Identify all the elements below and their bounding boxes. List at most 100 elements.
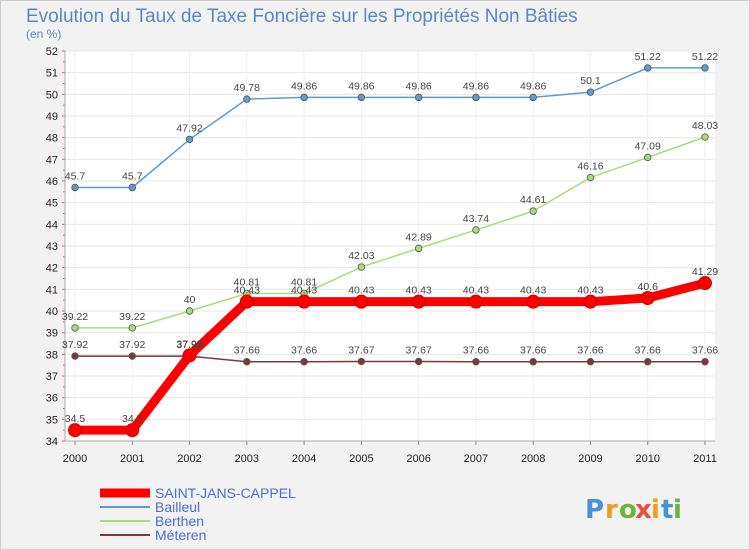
data-point [411,294,426,309]
data-point [586,173,595,182]
x-tick-label: 2000 [63,453,87,465]
data-label: 40.43 [234,285,260,297]
y-tick-label: 41 [46,284,58,296]
data-point [125,423,140,438]
data-label: 34.5 [122,413,143,425]
data-label: 51.22 [635,51,661,63]
data-label: 40.43 [291,285,317,297]
data-label: 49.86 [348,80,374,92]
series-main [68,276,712,438]
y-tick-label: 39 [46,328,58,340]
data-point [586,358,595,366]
data-point [354,294,369,309]
series-1 [71,64,709,192]
x-tick-label: 2005 [349,453,373,465]
data-label: 49.78 [234,82,260,94]
data-point [243,95,251,103]
data-label: 37.66 [692,345,718,357]
data-point [529,93,537,102]
data-label: 47.92 [176,122,202,134]
y-tick-label: 52 [46,46,58,58]
y-tick-label: 38 [46,349,58,361]
data-label: 40.43 [348,285,374,297]
data-label: 49.86 [405,80,431,92]
data-point [701,64,709,72]
data-point [414,93,423,102]
data-point [243,358,251,366]
data-point [526,294,541,309]
data-point [644,64,652,72]
y-tick-label: 51 [46,68,58,80]
data-point [71,183,79,192]
data-label: 40.81 [234,276,260,288]
data-point [128,324,136,332]
brand-letter: i [651,495,660,525]
x-tick-label: 2007 [464,453,488,465]
gridlines [65,50,715,442]
data-point [185,135,194,144]
data-point [128,183,136,192]
data-label: 46.16 [577,161,603,173]
data-point [357,93,366,102]
data-label: 41.29 [692,266,718,278]
data-label: 50.1 [580,75,601,87]
data-label: 40.43 [577,285,603,297]
data-label: 37.66 [577,345,603,357]
data-label: 51.22 [692,51,718,63]
y-tick-label: 40 [46,306,58,318]
data-point [185,307,194,315]
data-point [68,423,82,438]
series-line [74,136,706,329]
data-label: 44.61 [520,194,546,206]
data-point [701,133,709,141]
data-label: 40.81 [291,276,317,288]
y-tick-label: 37 [46,371,58,383]
data-label: 49.86 [291,80,317,92]
data-point [701,358,709,366]
data-label: 40.43 [520,285,546,297]
data-point [414,244,423,253]
data-point [698,276,712,291]
y-tick-label: 48 [46,133,58,145]
data-label: 37.66 [520,345,546,357]
y-tick-label: 50 [46,89,58,101]
data-point [472,226,480,234]
data-label: 49.86 [520,80,546,92]
data-label: 45.7 [122,171,143,183]
series-line [70,278,710,435]
chart-subtitle: (en %) [26,27,61,41]
data-point [357,357,366,366]
data-point [239,294,254,309]
data-point [414,357,423,366]
data-label: 47.09 [635,140,661,152]
data-point [297,294,312,309]
brand-letter: i [673,495,682,525]
x-tick-label: 2011 [693,453,717,465]
series-line [74,67,706,189]
data-label: 40.43 [405,285,431,297]
data-label: 37.66 [635,345,661,357]
data-label: 37.66 [291,345,317,357]
data-label: 43.74 [463,213,489,225]
data-label: 37.92 [119,339,145,351]
data-point [583,294,598,309]
y-tick-label: 36 [46,393,58,405]
series-line [74,355,706,363]
data-label: 40.43 [463,285,489,297]
axes: 34 35 36 37 38 39 40 41 42 43 44 45 46 47 48 49 50 51 52 20… [46,46,717,465]
data-label: 42.03 [348,250,374,262]
data-point [644,153,652,162]
x-tick-label: 2003 [235,453,259,465]
x-tick-label: 2004 [292,453,316,465]
data-point [468,294,483,309]
data-label: 42.89 [405,231,431,243]
data-label: 49.86 [463,80,489,92]
data-point [640,291,655,305]
data-point [71,352,79,360]
data-point [472,93,480,102]
data-point [472,358,480,366]
data-point [644,358,652,366]
x-tick-label: 2001 [120,453,144,465]
